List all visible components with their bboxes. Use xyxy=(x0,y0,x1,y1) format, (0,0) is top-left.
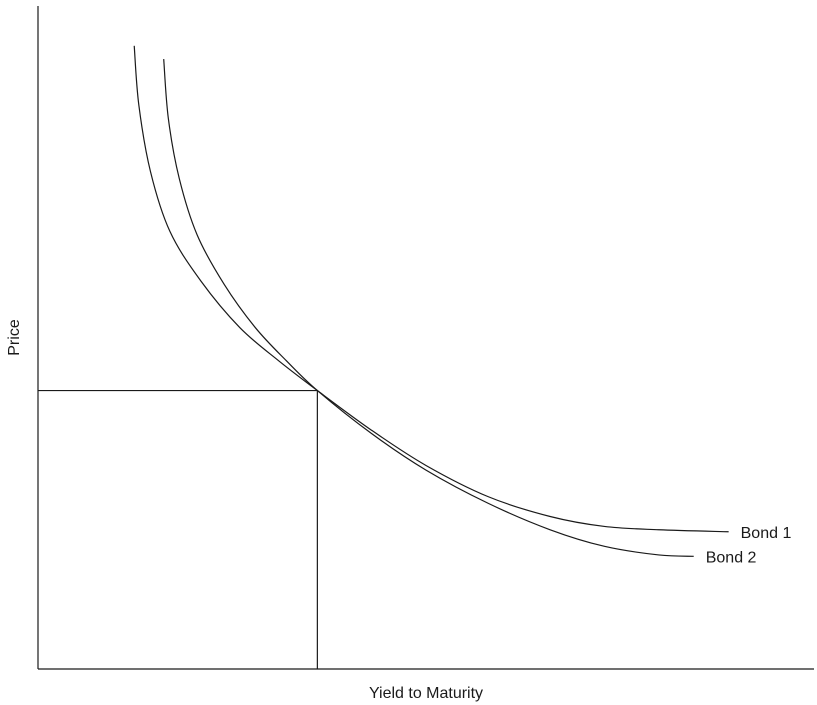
plot-area: Bond 1 Bond 2 xyxy=(37,6,814,670)
series-label-bond-2: Bond 2 xyxy=(706,549,757,566)
series-line-bond-1 xyxy=(133,45,729,533)
series-label-bond-1: Bond 1 xyxy=(741,525,792,542)
x-axis-title: Yield to Maturity xyxy=(369,685,483,702)
reference-lines xyxy=(38,389,318,669)
series-line-bond-2 xyxy=(163,58,694,557)
y-axis-title: Price xyxy=(6,319,23,356)
series-labels: Bond 1 Bond 2 xyxy=(706,525,792,567)
series-group xyxy=(133,45,729,557)
